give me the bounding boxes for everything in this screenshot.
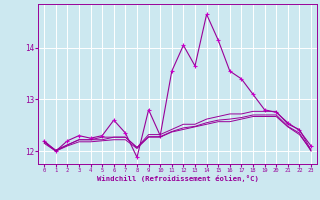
X-axis label: Windchill (Refroidissement éolien,°C): Windchill (Refroidissement éolien,°C) — [97, 175, 259, 182]
